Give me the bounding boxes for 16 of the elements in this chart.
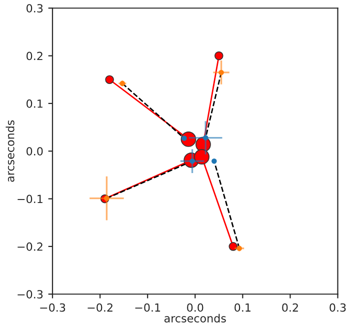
x-tick-label: 0.3 (330, 303, 346, 312)
y-tick-label: 0.3 (26, 4, 43, 13)
x-tick-label: −0.3 (40, 303, 66, 312)
x-tick-label: 0.2 (282, 303, 298, 312)
y-tick-label: −0.2 (18, 242, 42, 251)
y-tick-label: −0.1 (18, 194, 42, 204)
x-tick-label: 0.0 (187, 303, 204, 312)
x-axis-title: arcseconds (164, 314, 226, 323)
y-tick-label: 0.2 (26, 52, 42, 60)
y-axis-title: arcseconds (6, 120, 14, 182)
y-tick-label: 0.1 (26, 99, 42, 108)
x-tick-label: −0.2 (88, 303, 112, 312)
y-tick-label: −0.3 (18, 290, 43, 299)
y-tick-label: 0.0 (26, 147, 43, 156)
x-tick-label: −0.1 (135, 303, 160, 312)
x-tick-label: 0.1 (234, 303, 250, 312)
